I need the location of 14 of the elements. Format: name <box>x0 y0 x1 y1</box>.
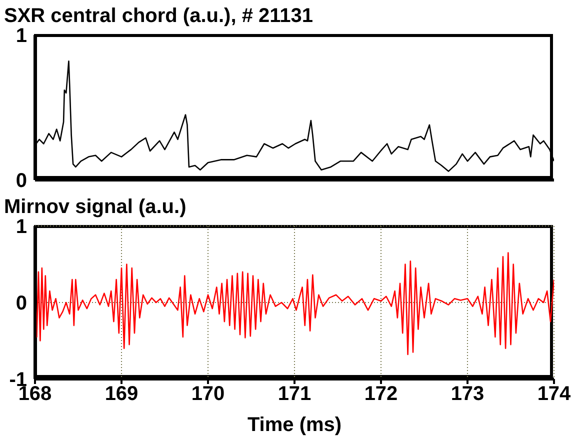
x-axis-title: Time (ms) <box>246 414 343 437</box>
x-tick-label: 174 <box>537 383 572 406</box>
x-tick-label: 171 <box>278 383 312 406</box>
line-series <box>35 252 554 356</box>
x-tick-label: 172 <box>364 383 398 406</box>
y-tick-label: 1 <box>16 25 27 48</box>
chart-title: Mirnov signal (a.u.) <box>4 196 186 219</box>
y-tick-label: 1 <box>16 216 27 238</box>
chart-title: SXR central chord (a.u.), # 21131 <box>4 5 314 28</box>
x-tick-label: 173 <box>450 383 484 406</box>
y-tick-label: 0 <box>16 292 27 315</box>
y-tick-label: 0 <box>16 170 27 192</box>
x-tick-label: 169 <box>104 383 138 406</box>
x-tick-label: 170 <box>191 383 225 406</box>
